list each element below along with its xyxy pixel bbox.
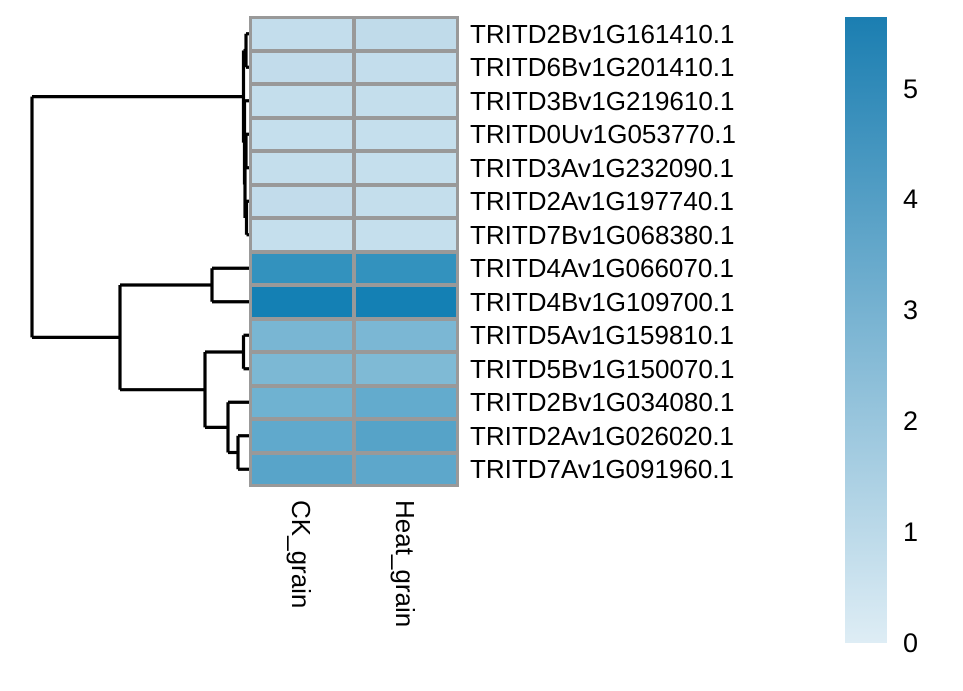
heatmap-cell-r5-c1 [252, 153, 352, 183]
row-label: TRITD2Av1G026020.1 [470, 420, 734, 451]
heatmap-cell-r2-c1 [252, 52, 352, 82]
column-label-heat-grain: Heat_grain [389, 500, 420, 628]
heatmap-cell-r10-c2 [356, 320, 456, 350]
heatmap-cell-r8-c1 [252, 253, 352, 283]
heatmap-cell-r10-c1 [252, 320, 352, 350]
heatmap-cell-r13-c2 [356, 421, 456, 451]
heatmap-cell-r11-c2 [356, 354, 456, 384]
row-label: TRITD4Bv1G109700.1 [470, 286, 735, 317]
row-label: TRITD0Uv1G053770.1 [470, 119, 736, 150]
heatmap-cell-r9-c1 [252, 287, 352, 317]
heatmap-cell-r1-c1 [252, 19, 352, 49]
heatmap-cell-r11-c1 [252, 354, 352, 384]
heatmap-cell-r3-c2 [356, 86, 456, 116]
heatmap-cell-r9-c2 [356, 287, 456, 317]
row-label: TRITD2Bv1G161410.1 [470, 18, 735, 49]
heatmap-cell-r6-c1 [252, 186, 352, 216]
heatmap-cell-r13-c1 [252, 421, 352, 451]
colorbar-tick-label: 2 [903, 406, 919, 437]
row-label: TRITD7Av1G091960.1 [470, 454, 734, 485]
column-label-ck-grain: CK_grain [285, 500, 316, 609]
colorbar-tick-label: 0 [903, 628, 919, 658]
row-label: TRITD3Bv1G219610.1 [470, 85, 735, 116]
heatmap-cell-r8-c2 [356, 253, 456, 283]
heatmap-cell-r1-c2 [356, 19, 456, 49]
colorbar-gradient [845, 17, 887, 643]
row-label: TRITD2Bv1G034080.1 [470, 387, 735, 418]
row-label: TRITD7Bv1G068380.1 [470, 219, 735, 250]
colorbar-tick-label: 3 [903, 295, 919, 326]
heatmap-cell-r14-c2 [356, 454, 456, 484]
heatmap-cell-r6-c2 [356, 186, 456, 216]
colorbar-tick-label: 1 [903, 517, 919, 548]
heatmap-cell-r4-c2 [356, 119, 456, 149]
heatmap-cell-r2-c2 [356, 52, 456, 82]
heatmap-cell-r12-c1 [252, 387, 352, 417]
row-label: TRITD3Av1G232090.1 [470, 152, 734, 183]
colorbar-tick-label: 5 [903, 73, 919, 104]
heatmap-cell-r5-c2 [356, 153, 456, 183]
heatmap-grid [249, 16, 459, 487]
row-label: TRITD6Bv1G201410.1 [470, 52, 735, 83]
row-label: TRITD5Bv1G150070.1 [470, 353, 735, 384]
heatmap-cell-r7-c2 [356, 220, 456, 250]
row-label: TRITD2Av1G197740.1 [470, 186, 734, 217]
heatmap-cell-r4-c1 [252, 119, 352, 149]
row-label: TRITD4Av1G066070.1 [470, 253, 734, 284]
heatmap-cell-r12-c2 [356, 387, 456, 417]
colorbar-tick-label: 4 [903, 184, 919, 215]
heatmap-cell-r14-c1 [252, 454, 352, 484]
row-label: TRITD5Av1G159810.1 [470, 320, 734, 351]
heatmap-cell-r7-c1 [252, 220, 352, 250]
heatmap-cell-r3-c1 [252, 86, 352, 116]
